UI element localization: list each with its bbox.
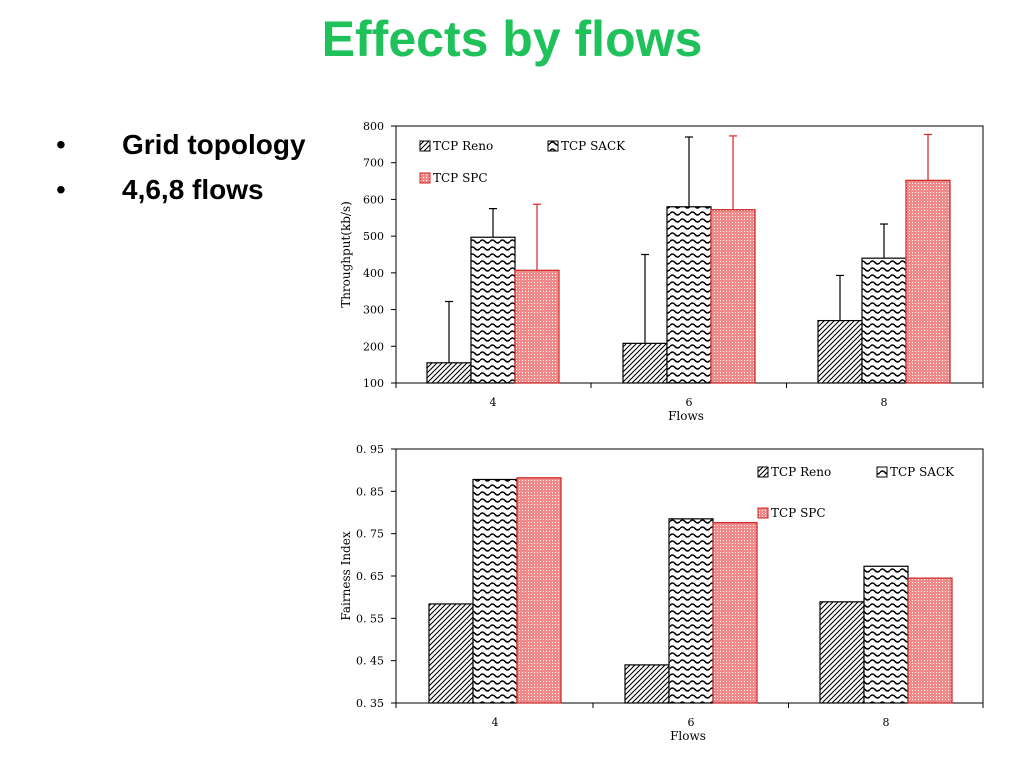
chart-1: 100 200 300 400 500 600 700 800 4 6 8 Flows Throughp… xyxy=(339,120,984,423)
legend-label: TCP Reno xyxy=(433,139,493,153)
bar-tcp-reno xyxy=(817,319,863,384)
y-tick-label: 200 xyxy=(363,340,384,353)
bullet-item: • Grid topology xyxy=(56,128,316,161)
bar-tcp-sack xyxy=(666,206,712,384)
bar-tcp-reno xyxy=(426,362,472,384)
bar-tcp-reno xyxy=(428,603,474,704)
x-axis-label: Flows xyxy=(668,409,704,423)
bar-tcp-sack xyxy=(863,565,909,704)
legend-label: TCP SPC xyxy=(771,506,826,520)
legend-swatch xyxy=(419,172,431,184)
bar-tcp-sack xyxy=(861,257,907,384)
y-tick-label: 100 xyxy=(363,377,384,390)
bar-tcp-sack xyxy=(470,236,516,384)
legend-swatch xyxy=(757,466,769,478)
legend-swatch xyxy=(876,466,888,478)
x-tick-label: 6 xyxy=(686,396,693,409)
bullet-item: • 4,6,8 flows xyxy=(56,173,316,206)
bullet-marker: • xyxy=(56,174,66,205)
chart-2: 0. 35 0. 45 0. 55 0. 65 0. 75 0. 85 0. 95 4 6 8 Fl… xyxy=(339,443,984,743)
bar-tcp-sack xyxy=(668,518,714,704)
bullet-text: 4,6,8 flows xyxy=(122,174,264,205)
y-tick-label: 600 xyxy=(363,193,384,206)
bar-tcp-spc xyxy=(712,522,758,704)
bar-tcp-reno xyxy=(624,664,670,704)
x-tick-label: 4 xyxy=(492,716,499,729)
y-tick-label: 0. 45 xyxy=(356,655,384,668)
bar-tcp-spc xyxy=(516,477,562,704)
y-tick-label: 0. 55 xyxy=(356,612,384,625)
legend-label: TCP Reno xyxy=(771,465,831,479)
x-tick-label: 8 xyxy=(883,716,890,729)
legend-swatch xyxy=(419,140,431,152)
y-tick-label: 0. 35 xyxy=(356,697,384,710)
bar-tcp-reno xyxy=(819,601,865,704)
bar-tcp-sack xyxy=(472,478,518,704)
y-axis-label: Fairness Index xyxy=(339,531,353,620)
y-tick-label: 800 xyxy=(363,120,384,133)
y-tick-label: 0. 95 xyxy=(356,443,384,456)
bar-tcp-spc xyxy=(905,179,951,384)
legend-label: TCP SACK xyxy=(561,139,626,153)
bar-tcp-reno xyxy=(622,342,668,384)
y-tick-label: 0. 75 xyxy=(356,528,384,541)
bullet-text: Grid topology xyxy=(122,129,306,160)
bar-tcp-spc xyxy=(710,209,756,384)
legend-swatch xyxy=(547,140,559,152)
y-axis-label: Throughput(kb/s) xyxy=(339,201,353,308)
bullet-list: • Grid topology • 4,6,8 flows xyxy=(56,128,316,218)
slide-title: Effects by flows xyxy=(321,11,703,67)
legend-label: TCP SACK xyxy=(890,465,955,479)
bar-tcp-spc xyxy=(907,577,953,704)
x-axis-label: Flows xyxy=(670,729,706,743)
y-tick-label: 0. 65 xyxy=(356,570,384,583)
x-tick-label: 8 xyxy=(881,396,888,409)
x-tick-label: 4 xyxy=(490,396,497,409)
x-tick-label: 6 xyxy=(688,716,695,729)
y-tick-label: 400 xyxy=(363,267,384,280)
y-tick-label: 500 xyxy=(363,230,384,243)
legend-label: TCP SPC xyxy=(433,171,488,185)
y-tick-label: 700 xyxy=(363,157,384,170)
bullet-marker: • xyxy=(56,129,66,160)
y-tick-label: 300 xyxy=(363,304,384,317)
legend-swatch xyxy=(757,507,769,519)
bar-tcp-spc xyxy=(514,269,560,384)
y-tick-label: 0. 85 xyxy=(356,485,384,498)
